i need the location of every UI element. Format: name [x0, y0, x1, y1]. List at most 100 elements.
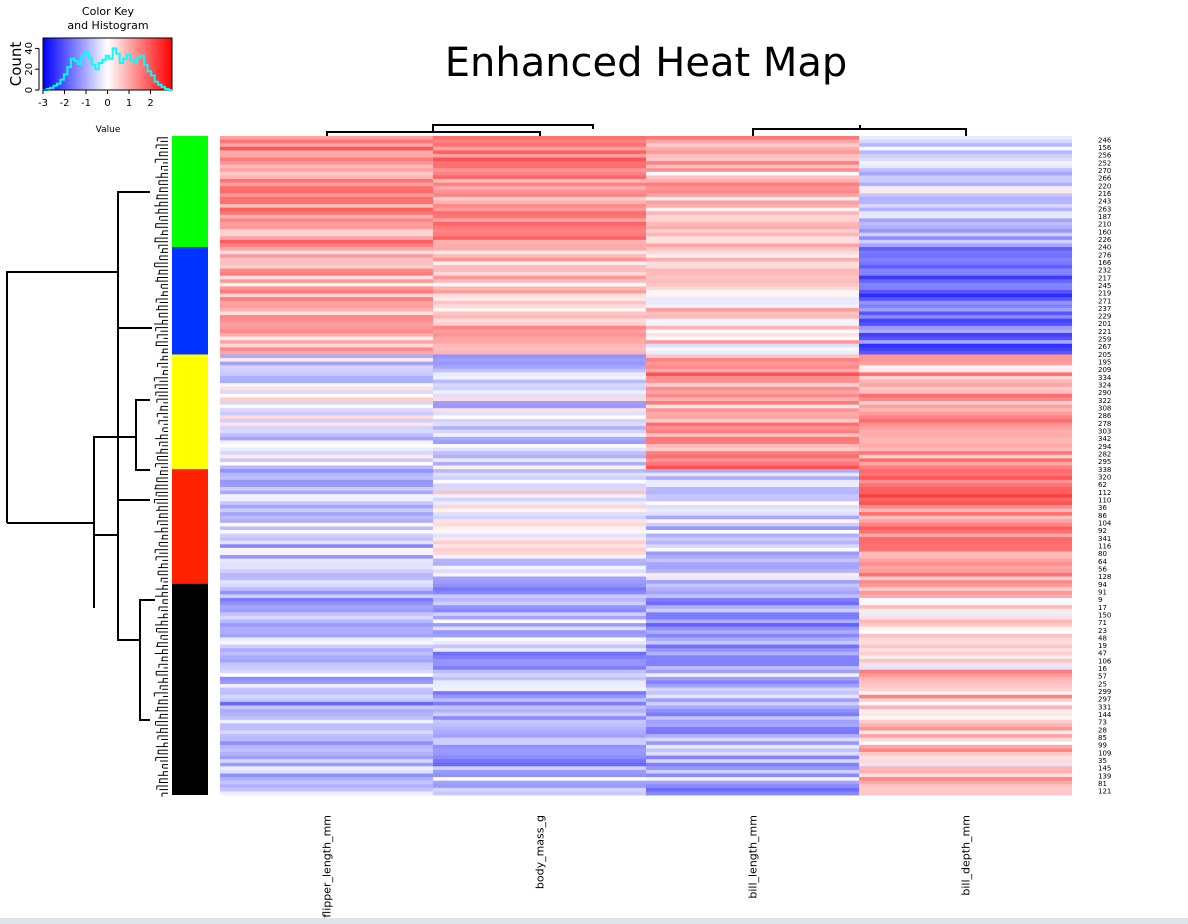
heatmap-cell	[646, 615, 859, 620]
heatmap-cell	[859, 741, 1072, 746]
heatmap-cell	[433, 218, 646, 223]
heatmap-cell	[646, 440, 859, 445]
heatmap-cell	[433, 673, 646, 678]
heatmap-cell	[433, 744, 646, 749]
heatmap-cell	[433, 247, 646, 252]
heatmap-cell	[859, 544, 1072, 549]
heatmap-cell	[433, 232, 646, 237]
row-label: 256	[1098, 152, 1112, 160]
heatmap-cell	[433, 401, 646, 406]
heatmap-cell	[646, 386, 859, 391]
heatmap-cell	[433, 515, 646, 520]
heatmap-cell	[220, 565, 433, 570]
heatmap-cell	[220, 436, 433, 441]
heatmap-cell	[220, 658, 433, 663]
row-label: 232	[1098, 267, 1111, 275]
heatmap-cell	[433, 555, 646, 560]
heatmap-cell	[646, 626, 859, 631]
heatmap-cell	[220, 315, 433, 320]
row-label: 246	[1098, 136, 1112, 144]
heatmap-cell	[220, 207, 433, 212]
heatmap-cell	[220, 587, 433, 592]
heatmap-cell	[646, 777, 859, 782]
cluster-bar-2	[172, 247, 208, 355]
row-label: 91	[1098, 588, 1107, 596]
heatmap-cell	[220, 146, 433, 151]
heatmap-cell	[646, 279, 859, 284]
heatmap-cell	[220, 615, 433, 620]
heatmap-cell	[859, 716, 1072, 721]
row-label: 341	[1098, 535, 1111, 543]
heatmap-cell	[646, 651, 859, 656]
heatmap-cell	[433, 666, 646, 671]
heatmap-cell	[433, 354, 646, 359]
heatmap-cell	[646, 633, 859, 638]
heatmap-cell	[859, 207, 1072, 212]
heatmap-cell	[220, 297, 433, 302]
heatmap-cell	[433, 547, 646, 552]
heatmap-cell	[220, 336, 433, 341]
heatmap-cell	[433, 433, 646, 438]
heatmap-cell	[433, 318, 646, 323]
heatmap-cell	[646, 726, 859, 731]
heatmap-cell	[646, 297, 859, 302]
heatmap-cell	[646, 547, 859, 552]
row-label: 35	[1098, 757, 1107, 765]
heatmap-cell	[646, 375, 859, 380]
heatmap-cell	[220, 365, 433, 370]
heatmap-cell	[433, 780, 646, 785]
heatmap-cell	[220, 161, 433, 166]
heatmap-cell	[859, 726, 1072, 731]
heatmap-cell	[859, 784, 1072, 789]
heatmap-cell	[433, 221, 646, 226]
heatmap-cell	[220, 433, 433, 438]
heatmap-cell	[859, 759, 1072, 764]
heatmap-cell	[646, 787, 859, 792]
heatmap-cell	[859, 178, 1072, 183]
heatmap-cell	[220, 218, 433, 223]
heatmap-cell	[859, 225, 1072, 230]
heatmap-cell	[859, 773, 1072, 778]
column-label-bill_depth_mm: bill_depth_mm	[960, 815, 973, 896]
heatmap-cell	[220, 726, 433, 731]
heatmap-cell	[859, 236, 1072, 241]
row-label: 104	[1098, 520, 1112, 528]
heatmap-cell	[220, 655, 433, 660]
heatmap-cell	[220, 666, 433, 671]
heatmap-cell	[859, 461, 1072, 466]
heatmap-cell	[859, 683, 1072, 688]
heatmap-cell	[220, 569, 433, 574]
heatmap-cell	[646, 465, 859, 470]
column-label-body_mass_g: body_mass_g	[534, 815, 547, 889]
heatmap-cell	[220, 418, 433, 423]
heatmap-cell	[220, 440, 433, 445]
heatmap-cell	[859, 347, 1072, 352]
heatmap-cell	[433, 365, 646, 370]
heatmap-cell	[433, 311, 646, 316]
heatmap-cell	[433, 300, 646, 305]
heatmap-cell	[433, 182, 646, 187]
heatmap-cell	[859, 734, 1072, 739]
heatmap-cell	[859, 229, 1072, 234]
heatmap-cell	[433, 264, 646, 269]
heatmap-cell	[859, 315, 1072, 320]
heatmap-cell	[859, 655, 1072, 660]
heatmap-cell	[220, 519, 433, 524]
heatmap-cell	[220, 282, 433, 287]
heatmap-cell	[646, 264, 859, 269]
heatmap-cell	[433, 752, 646, 756]
heatmap-cell	[220, 580, 433, 585]
heatmap-cell	[433, 504, 646, 509]
heatmap-cell	[859, 375, 1072, 380]
heatmap-cell	[220, 472, 433, 477]
heatmap-cell	[646, 272, 859, 277]
heatmap-cell	[646, 769, 859, 774]
heatmap-cell	[859, 615, 1072, 620]
heatmap-cell	[859, 161, 1072, 166]
row-label: 320	[1098, 474, 1111, 482]
heatmap-cell	[646, 590, 859, 595]
heatmap-cell	[646, 486, 859, 491]
heatmap-cell	[859, 422, 1072, 427]
heatmap-cell	[220, 275, 433, 280]
heatmap-cell	[433, 529, 646, 534]
